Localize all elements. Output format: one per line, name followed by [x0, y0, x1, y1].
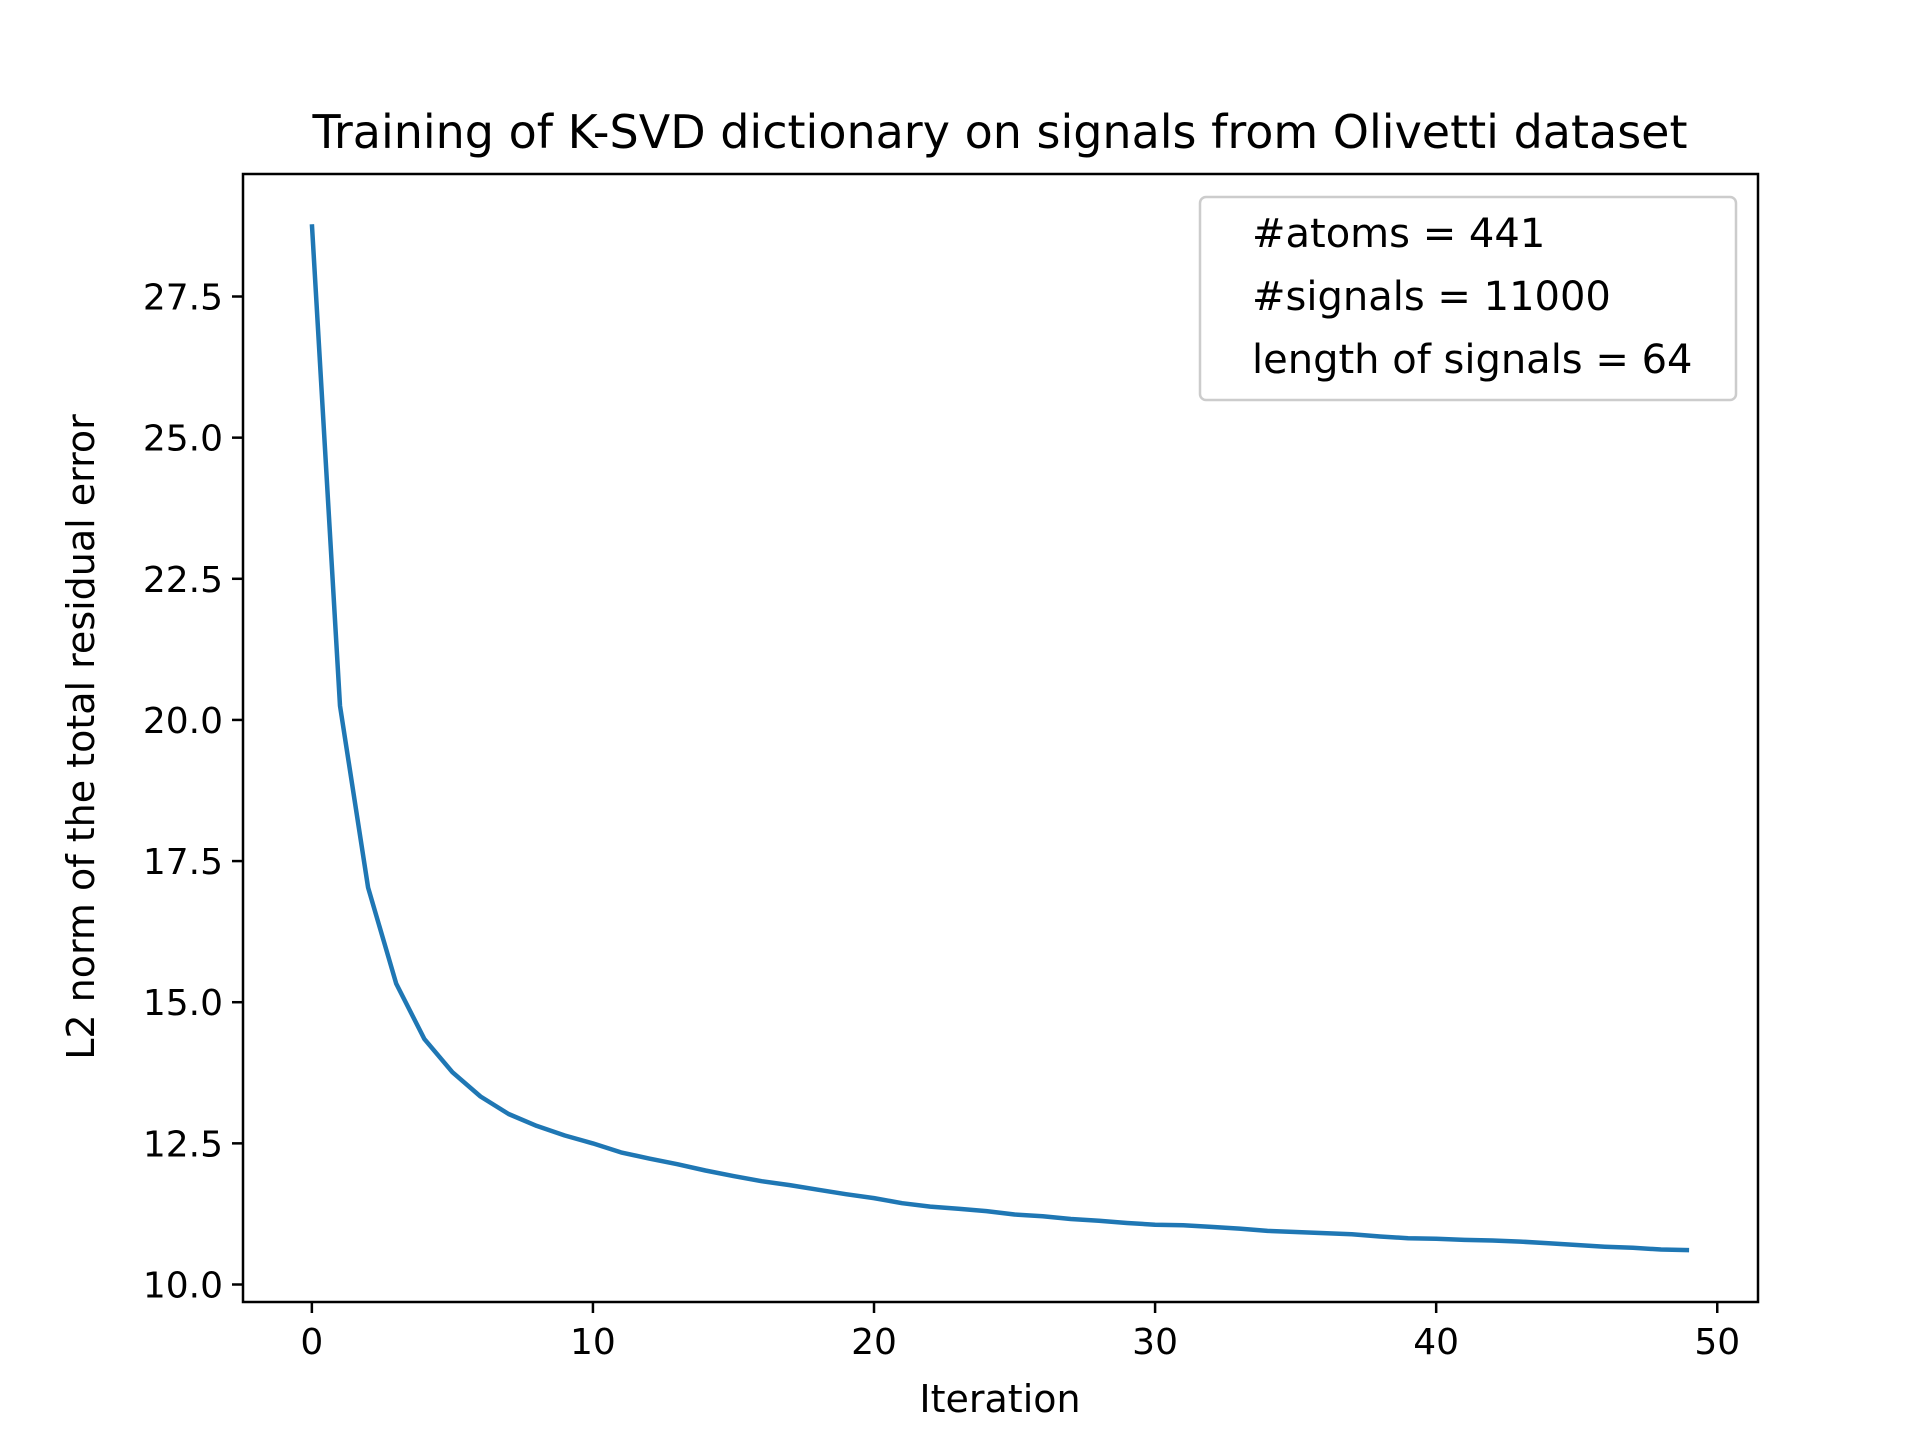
y-tick-label: 17.5 [143, 842, 223, 883]
x-tick-label: 50 [1694, 1322, 1740, 1363]
x-tick-label: 10 [570, 1322, 616, 1363]
x-axis-ticks: 0 10 20 30 40 50 [300, 1302, 1740, 1363]
plot-area-frame [241, 172, 1760, 1304]
y-tick-label: 25.0 [143, 419, 223, 460]
y-tick-label: 27.5 [143, 278, 223, 319]
legend-entry: length of signals = 64 [1252, 337, 1693, 383]
y-tick-label: 22.5 [143, 560, 223, 601]
series-line-residual-error [309, 224, 1690, 1253]
y-tick-label: 20.0 [143, 701, 223, 742]
x-tick-label: 30 [1132, 1322, 1178, 1363]
chart-title: Training of K-SVD dictionary on signals … [312, 105, 1688, 159]
legend-entry: #atoms = 441 [1252, 211, 1545, 257]
x-axis-label: Iteration [919, 1377, 1080, 1421]
y-axis-ticks: 10.0 12.5 15.0 17.5 20.0 22.5 25.0 27.5 [143, 278, 243, 1306]
y-axis-label: L2 norm of the total residual error [59, 414, 103, 1060]
legend: #atoms = 441 #signals = 11000 length of si… [1198, 195, 1738, 402]
x-tick-label: 40 [1413, 1322, 1459, 1363]
y-tick-label: 15.0 [143, 983, 223, 1024]
legend-entries: #atoms = 441 #signals = 11000 length of si… [1252, 211, 1693, 383]
legend-box [1198, 195, 1738, 402]
y-tick-label: 12.5 [143, 1124, 223, 1165]
x-tick-label: 0 [300, 1322, 323, 1363]
y-tick-label: 10.0 [143, 1265, 223, 1306]
legend-entry: #signals = 11000 [1252, 274, 1611, 320]
x-tick-label: 20 [851, 1322, 897, 1363]
